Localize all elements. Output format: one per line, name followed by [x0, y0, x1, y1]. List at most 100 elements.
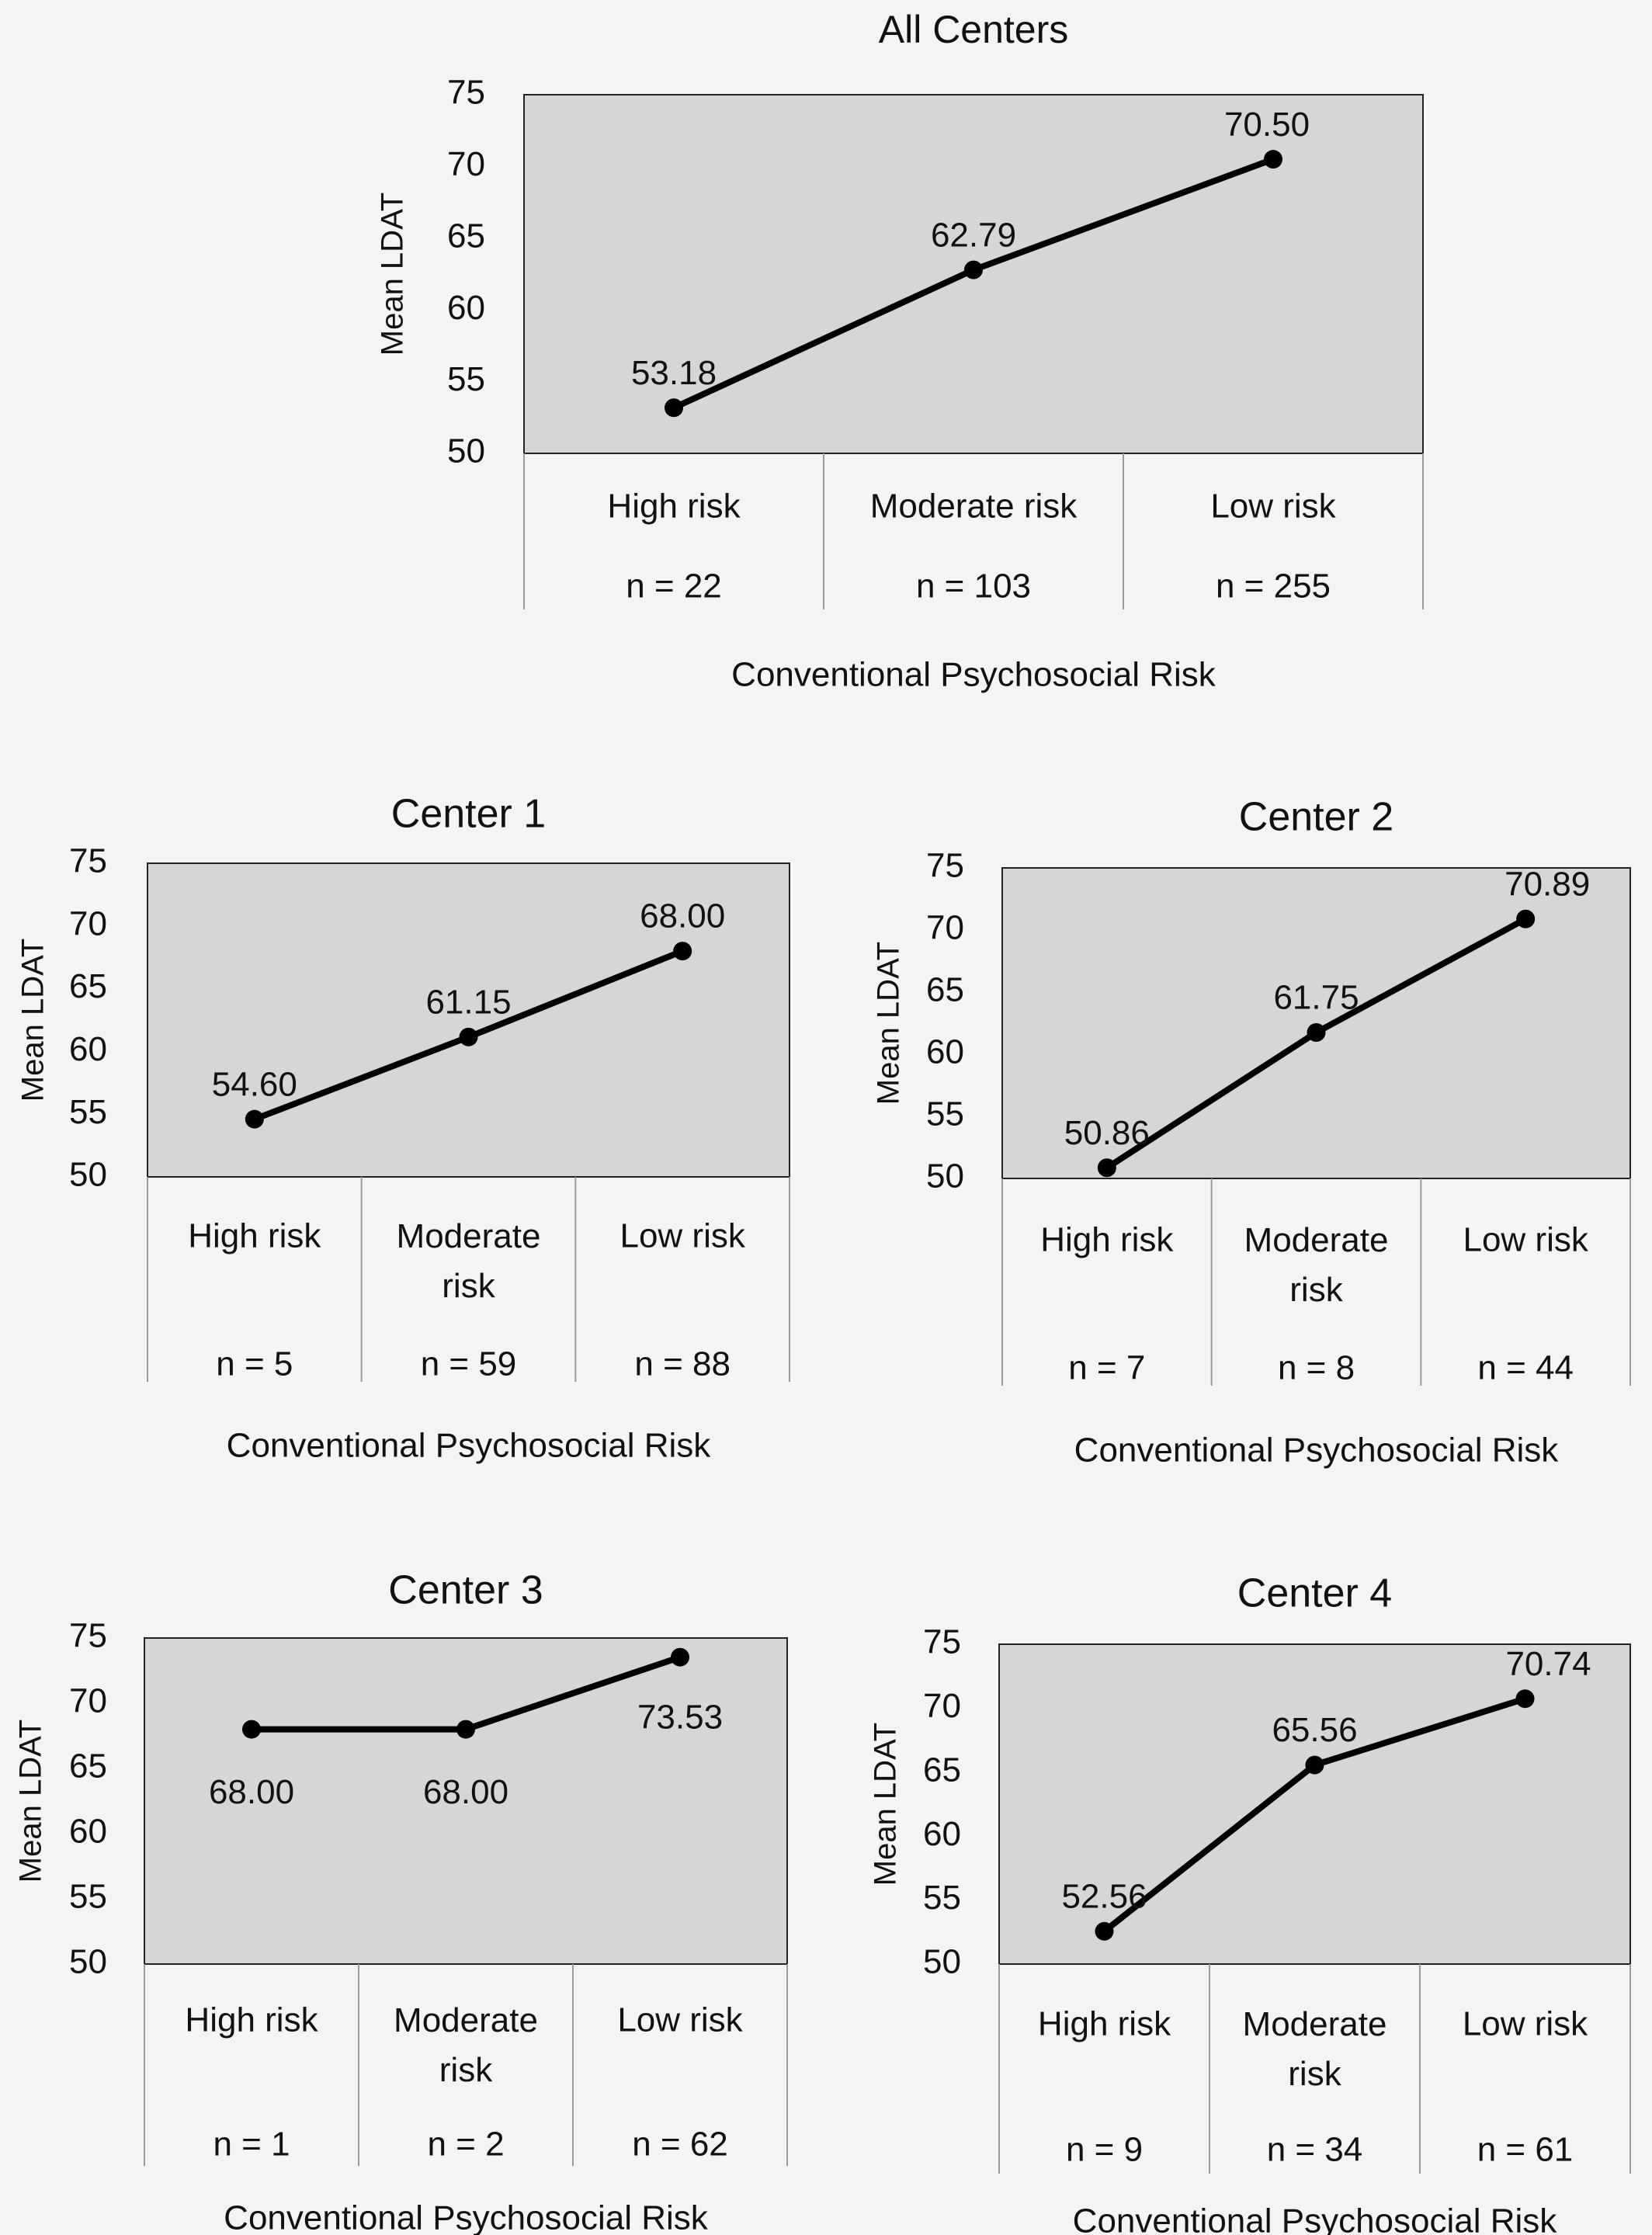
data-point	[459, 1027, 478, 1046]
n-label: n = 255	[1216, 567, 1331, 606]
y-tick-label: 55	[69, 1093, 107, 1131]
y-tick-label: 70	[69, 904, 107, 942]
x-tick-label: High risk	[188, 1217, 321, 1255]
x-tick-label-line: Moderate	[1244, 1221, 1389, 1259]
y-tick-label: 70	[926, 909, 964, 947]
y-tick-label: 60	[69, 1030, 107, 1068]
y-tick-label: 50	[447, 432, 485, 470]
data-label: 68.00	[209, 1773, 294, 1811]
data-label: 50.86	[1064, 1114, 1150, 1152]
data-label: 61.15	[425, 983, 511, 1021]
chart-title: Center 3	[388, 1568, 543, 1613]
y-tick-label: 65	[447, 217, 485, 255]
data-label: 61.75	[1273, 979, 1359, 1017]
x-tick-label: High risk	[607, 488, 741, 526]
plot-area	[144, 1637, 788, 1965]
y-axis-label: Mean LDAT	[14, 1720, 48, 1883]
x-tick-label: Moderate risk	[397, 1217, 541, 1305]
y-tick-label: 55	[69, 1878, 107, 1916]
data-point	[1097, 1158, 1116, 1178]
data-point	[673, 942, 692, 961]
data-label: 54.60	[212, 1065, 297, 1103]
data-point	[1305, 1755, 1324, 1775]
data-point	[1264, 150, 1282, 169]
y-tick-label: 75	[447, 74, 485, 112]
n-label: n = 22	[626, 567, 722, 606]
data-label: 53.18	[631, 354, 717, 392]
y-axis-label: Mean LDAT	[376, 193, 410, 356]
data-label: 68.00	[423, 1773, 508, 1811]
y-tick-label: 65	[923, 1751, 961, 1789]
y-tick-label: 75	[923, 1623, 961, 1661]
chart-title: All Centers	[879, 8, 1069, 51]
n-label: n = 1	[213, 2126, 290, 2164]
x-tick-label-line: risk	[439, 2050, 493, 2088]
chart-title: Center 1	[391, 792, 546, 837]
y-tick-label: 60	[447, 289, 485, 327]
x-tick-label: Low risk	[617, 2001, 743, 2039]
n-label: n = 34	[1267, 2131, 1363, 2169]
y-axis-label: Mean LDAT	[872, 942, 906, 1105]
x-tick-label-line: Moderate	[1243, 2005, 1387, 2043]
y-tick-label: 75	[69, 842, 107, 880]
plot-area	[998, 1643, 1631, 1965]
x-tick-label: Moderate risk	[1243, 2005, 1387, 2093]
data-point	[245, 1109, 264, 1129]
x-tick-label: Moderate risk	[1244, 1221, 1389, 1309]
n-label: n = 88	[634, 1345, 731, 1383]
y-tick-label: 60	[926, 1033, 964, 1071]
y-tick-label: 55	[923, 1879, 961, 1917]
x-tick-label: Low risk	[1463, 2005, 1588, 2043]
y-tick-label: 55	[447, 360, 485, 398]
data-point	[242, 1720, 261, 1739]
y-tick-label: 65	[926, 971, 964, 1009]
data-label: 70.74	[1505, 1645, 1591, 1683]
data-point	[665, 398, 683, 418]
x-tick-label: High risk	[1040, 1221, 1174, 1259]
x-tick-label: Low risk	[1463, 1221, 1588, 1259]
x-tick-label: Moderate risk	[394, 2001, 538, 2089]
x-axis-label: Conventional Psychosocial Risk	[227, 1427, 712, 1465]
n-label: n = 44	[1477, 1349, 1574, 1387]
y-tick-label: 60	[923, 1815, 961, 1853]
data-label: 70.50	[1224, 106, 1310, 144]
y-tick-label: 50	[926, 1157, 964, 1196]
data-point	[1307, 1023, 1326, 1042]
x-axis-label: Conventional Psychosocial Risk	[1073, 2202, 1558, 2235]
data-point	[1095, 1921, 1114, 1941]
y-tick-label: 50	[69, 1156, 107, 1194]
n-label: n = 7	[1068, 1349, 1145, 1387]
y-tick-label: 50	[923, 1943, 961, 1981]
x-tick-label-line: Moderate	[394, 2001, 538, 2039]
x-tick-label: High risk	[185, 2001, 318, 2039]
y-axis-label: Mean LDAT	[16, 939, 50, 1102]
x-tick-label: Low risk	[1210, 488, 1336, 526]
y-tick-label: 65	[69, 967, 107, 1005]
chart-panel-1: Center 1 50 55 60 65 70 75 Mean LDAT High risk n …	[16, 792, 790, 1465]
data-label: 65.56	[1272, 1711, 1357, 1749]
x-axis-label: Conventional Psychosocial Risk	[224, 2199, 709, 2235]
x-axis-label: Conventional Psychosocial Risk	[731, 656, 1216, 694]
y-tick-label: 50	[69, 1943, 107, 1981]
data-point	[456, 1720, 475, 1739]
n-label: n = 9	[1066, 2131, 1143, 2169]
n-label: n = 5	[216, 1345, 293, 1383]
y-tick-label: 55	[926, 1095, 964, 1133]
y-tick-label: 75	[926, 847, 964, 885]
y-tick-label: 65	[69, 1747, 107, 1786]
chart-panel-0: All Centers 50 55 60 65 70 75 Mean LDAT High ris…	[376, 8, 1424, 694]
y-tick-label: 75	[69, 1617, 107, 1655]
data-point	[1516, 909, 1536, 928]
chart-title: Center 2	[1239, 795, 1393, 840]
y-tick-label: 70	[447, 145, 485, 183]
data-point	[964, 260, 983, 279]
chart-title: Center 4	[1237, 1571, 1392, 1616]
data-label: 52.56	[1061, 1877, 1147, 1915]
n-label: n = 62	[632, 2126, 728, 2164]
n-label: n = 59	[421, 1345, 517, 1383]
data-point	[1515, 1689, 1535, 1709]
y-tick-label: 70	[69, 1682, 107, 1720]
n-label: n = 61	[1477, 2131, 1574, 2169]
x-tick-label: Low risk	[620, 1217, 745, 1255]
x-tick-label: Moderate risk	[870, 488, 1078, 526]
